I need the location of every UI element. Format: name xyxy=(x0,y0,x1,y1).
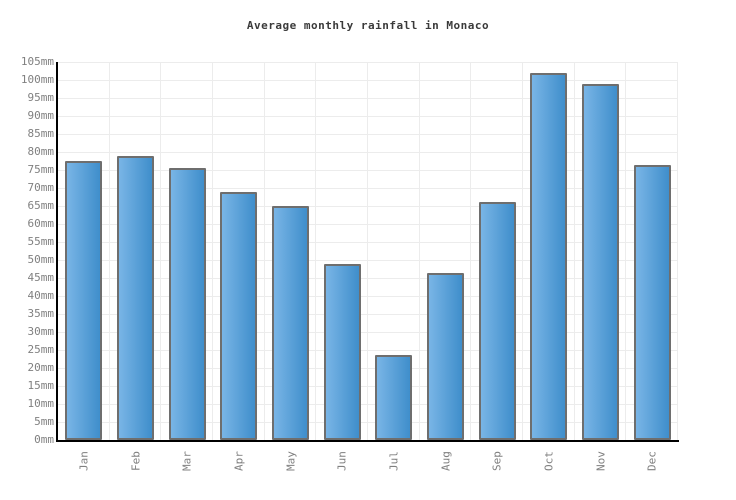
x-tick-label-apr: Apr xyxy=(232,451,246,471)
v-gridline-2 xyxy=(160,62,161,440)
h-gridline-15mm xyxy=(58,386,678,387)
y-tick-label-90mm: 90mm xyxy=(27,109,55,122)
x-tick-label-feb: Feb xyxy=(129,451,142,471)
v-gridline-7 xyxy=(419,62,420,440)
h-gridline-100mm xyxy=(58,80,678,81)
y-tick-label-50mm: 50mm xyxy=(27,253,55,266)
h-gridline-5mm xyxy=(58,422,678,423)
bar-feb[interactable] xyxy=(117,156,154,440)
y-tick-label-85mm: 85mm xyxy=(27,127,55,140)
bar-nov[interactable] xyxy=(582,84,619,440)
y-tick-label-80mm: 80mm xyxy=(27,145,55,158)
v-gridline-4 xyxy=(264,62,265,440)
y-tick-label-55mm: 55mm xyxy=(27,235,55,248)
bar-jun[interactable] xyxy=(324,264,361,440)
y-tick-label-5mm: 5mm xyxy=(34,415,54,428)
y-tick-label-25mm: 25mm xyxy=(27,343,55,356)
y-tick-label-45mm: 45mm xyxy=(27,271,55,284)
x-tick-label-nov: Nov xyxy=(594,451,607,471)
v-gridline-1 xyxy=(109,62,110,440)
h-gridline-85mm xyxy=(58,134,678,135)
x-tick-label-jul: Jul xyxy=(387,451,401,471)
h-gridline-40mm xyxy=(58,296,678,297)
bar-apr[interactable] xyxy=(220,192,257,440)
y-tick-label-35mm: 35mm xyxy=(27,307,55,320)
y-tick-label-10mm: 10mm xyxy=(27,397,55,410)
bar-may[interactable] xyxy=(272,206,309,440)
bar-mar[interactable] xyxy=(169,168,206,440)
x-axis-line xyxy=(56,440,679,442)
v-gridline-6 xyxy=(367,62,368,440)
y-tick-label-65mm: 65mm xyxy=(27,199,55,212)
y-tick-label-30mm: 30mm xyxy=(27,325,55,338)
h-gridline-25mm xyxy=(58,350,678,351)
plot-area xyxy=(58,62,678,440)
x-tick-label-oct: Oct xyxy=(542,451,556,471)
y-tick-label-100mm: 100mm xyxy=(20,73,54,86)
v-gridline-3 xyxy=(212,62,213,440)
v-gridline-5 xyxy=(315,62,316,440)
y-axis-line xyxy=(56,62,58,442)
bar-dec[interactable] xyxy=(634,165,671,440)
h-gridline-50mm xyxy=(58,260,678,261)
h-gridline-90mm xyxy=(58,116,678,117)
h-gridline-80mm xyxy=(58,152,678,153)
y-tick-label-20mm: 20mm xyxy=(27,361,55,374)
v-gridline-8 xyxy=(470,62,471,440)
x-tick-label-jan: Jan xyxy=(77,451,91,471)
h-gridline-60mm xyxy=(58,224,678,225)
h-gridline-105mm xyxy=(58,62,678,63)
y-tick-label-60mm: 60mm xyxy=(27,217,55,230)
bar-sep[interactable] xyxy=(479,202,516,440)
bar-jul[interactable] xyxy=(375,355,412,440)
bar-jan[interactable] xyxy=(65,161,102,440)
h-gridline-20mm xyxy=(58,368,678,369)
bar-oct[interactable] xyxy=(530,73,567,440)
x-tick-label-mar: Mar xyxy=(180,451,194,471)
y-tick-label-75mm: 75mm xyxy=(27,163,55,176)
h-gridline-65mm xyxy=(58,206,678,207)
h-gridline-75mm xyxy=(58,170,678,171)
x-tick-label-may: May xyxy=(284,451,297,471)
v-gridline-12 xyxy=(677,62,678,440)
h-gridline-95mm xyxy=(58,98,678,99)
y-tick-label-95mm: 95mm xyxy=(27,91,55,104)
bar-aug[interactable] xyxy=(427,273,464,440)
h-gridline-45mm xyxy=(58,278,678,279)
h-gridline-10mm xyxy=(58,404,678,405)
v-gridline-10 xyxy=(574,62,575,440)
x-tick-label-aug: Aug xyxy=(439,451,452,471)
x-tick-label-dec: Dec xyxy=(645,451,659,471)
x-tick-label-sep: Sep xyxy=(490,451,504,471)
y-tick-label-0mm: 0mm xyxy=(34,433,54,446)
h-gridline-70mm xyxy=(58,188,678,189)
h-gridline-35mm xyxy=(58,314,678,315)
y-tick-label-40mm: 40mm xyxy=(27,289,55,302)
v-gridline-11 xyxy=(625,62,626,440)
v-gridline-9 xyxy=(522,62,523,440)
x-tick-label-jun: Jun xyxy=(335,451,349,471)
y-tick-label-15mm: 15mm xyxy=(27,379,55,392)
y-tick-label-105mm: 105mm xyxy=(20,55,54,68)
y-tick-label-70mm: 70mm xyxy=(27,181,55,194)
h-gridline-55mm xyxy=(58,242,678,243)
h-gridline-30mm xyxy=(58,332,678,333)
chart-title: Average monthly rainfall in Monaco xyxy=(246,19,490,32)
